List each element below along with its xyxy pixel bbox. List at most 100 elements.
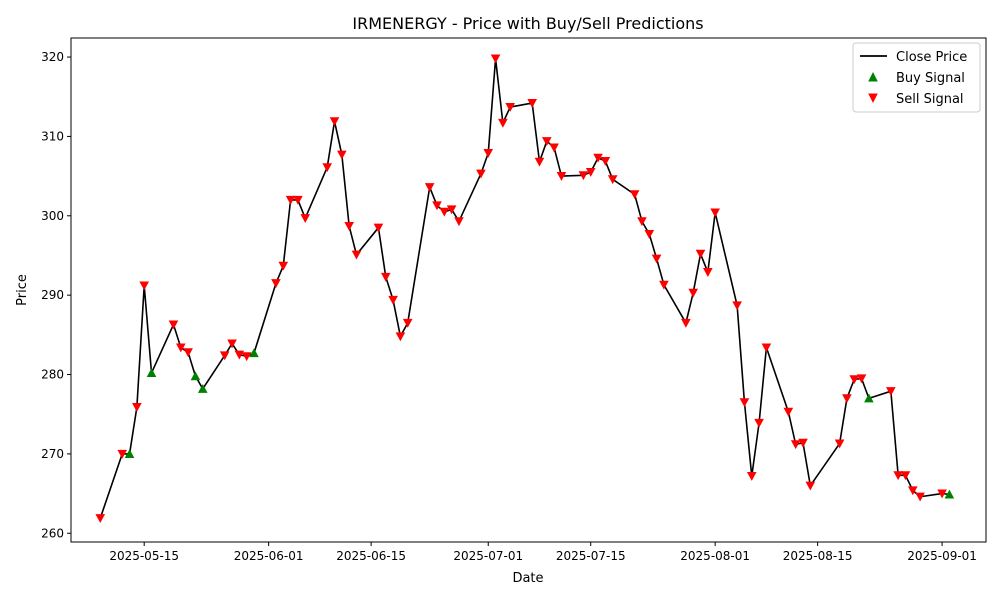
close-price-line — [99, 57, 950, 519]
sell-signal-marker — [695, 249, 706, 259]
sell-signal-marker — [498, 118, 508, 128]
sell-signal-marker — [856, 374, 867, 384]
sell-signal-marker — [790, 440, 801, 450]
sell-signal-marker — [322, 163, 332, 173]
sell-signal-marker — [710, 208, 720, 218]
sell-signal-marker — [476, 169, 486, 179]
sell-signal-marker — [183, 348, 193, 358]
legend-buy-signal-label: Buy Signal — [896, 71, 965, 86]
sell-signal-marker — [900, 471, 911, 481]
sell-signal-marker — [351, 250, 362, 260]
plot-area — [71, 38, 986, 542]
axes: 260 270 280 290 300 310 320 2025-05-15 2025-06-0… — [41, 37, 987, 563]
buy-signal-marker — [864, 393, 874, 403]
y-tick-label: 280 — [41, 368, 64, 382]
sell-signal-marker — [703, 268, 713, 277]
legend-sell-signal-label: Sell Signal — [896, 92, 964, 107]
x-tick-label: 2025-09-01 — [907, 549, 977, 563]
plot-background — [71, 38, 986, 542]
legend-sell-signal-swatch — [868, 93, 878, 103]
sell-signal-marker — [132, 402, 142, 412]
sell-signal-marker — [908, 486, 918, 496]
buy-signal-marker — [190, 371, 201, 381]
sell-signal-marker — [886, 387, 896, 396]
sell-signal-marker — [761, 343, 772, 353]
sell-signal-marker — [527, 99, 537, 108]
buy-signal-marker — [124, 449, 135, 458]
y-tick-label: 270 — [41, 447, 64, 461]
sell-signal-marker — [600, 156, 611, 166]
y-tick-label: 300 — [41, 209, 64, 223]
sell-signal-marker — [402, 318, 413, 328]
sell-signal-marker — [117, 449, 128, 459]
sell-signal-marker — [754, 418, 764, 428]
y-tick-label: 290 — [41, 288, 64, 302]
sell-signal-marker — [834, 439, 845, 449]
buy-signal-marker — [944, 489, 955, 499]
x-tick-label: 2025-06-01 — [234, 549, 304, 563]
sell-signal-marker — [278, 261, 289, 271]
sell-signal-marker — [505, 102, 515, 112]
x-axis-title: Date — [512, 571, 543, 586]
sell-signal-marker — [651, 254, 662, 264]
sell-signal-marker — [688, 288, 698, 298]
sell-signal-marker — [915, 492, 925, 502]
sell-signal-marker — [746, 472, 757, 481]
chart-title: IRMENERGY - Price with Buy/Sell Predicti… — [352, 14, 703, 33]
sell-signal-marker — [607, 175, 618, 185]
sell-signal-marker — [168, 320, 179, 330]
sell-signal-marker — [234, 350, 245, 360]
buy-signal-marker — [146, 368, 157, 378]
sell-signal-marker — [344, 222, 354, 231]
sell-signal-marker — [805, 481, 816, 491]
buy-signal-marker — [197, 384, 208, 393]
x-tick-label: 2025-05-15 — [109, 549, 179, 563]
sell-signal-marker — [893, 471, 903, 481]
legend-close-price-label: Close Price — [896, 50, 967, 65]
sell-signal-marker — [139, 281, 149, 291]
axes-frame — [70, 37, 987, 543]
legend: Close Price Buy Signal Sell Signal — [852, 42, 981, 113]
signal-marker-layer — [95, 54, 955, 523]
y-axis-title: Price — [15, 274, 30, 306]
sell-signal-marker — [439, 207, 450, 217]
x-tick-label: 2025-08-01 — [680, 549, 750, 563]
sell-signal-marker — [227, 339, 237, 349]
sell-signal-marker — [95, 514, 106, 523]
sell-signal-marker — [293, 195, 303, 205]
sell-signal-marker — [219, 351, 230, 361]
y-tick-label: 320 — [41, 50, 64, 64]
sell-signal-marker — [556, 172, 567, 181]
x-tick-label: 2025-06-15 — [336, 549, 406, 563]
x-tick-label: 2025-07-15 — [556, 549, 626, 563]
sell-signal-marker — [659, 280, 669, 290]
sell-signal-marker — [637, 217, 647, 227]
sell-signal-marker — [937, 489, 947, 499]
sell-signal-marker — [388, 295, 398, 305]
sell-signal-marker — [585, 168, 596, 177]
x-tick-label: 2025-08-15 — [783, 549, 853, 563]
sell-signal-marker — [329, 117, 340, 127]
sell-signal-marker — [454, 217, 464, 227]
sell-signal-marker — [373, 223, 384, 233]
buy-signal-marker — [249, 348, 259, 358]
sell-signal-marker — [395, 332, 406, 342]
close-price-line-layer — [99, 57, 950, 519]
sell-signal-marker — [176, 343, 186, 353]
sell-signal-marker — [681, 318, 691, 328]
sell-signal-marker — [285, 195, 296, 205]
x-tick-label: 2025-07-01 — [453, 549, 523, 563]
sell-signal-marker — [849, 375, 860, 385]
sell-signal-marker — [739, 398, 750, 408]
sell-signal-marker — [380, 272, 391, 282]
sell-signal-marker — [446, 205, 457, 215]
sell-signal-marker — [549, 143, 559, 153]
sell-signal-marker — [490, 54, 501, 64]
sell-signal-marker — [300, 214, 311, 223]
sell-signal-marker — [842, 394, 852, 404]
sell-signal-marker — [483, 149, 494, 158]
sell-signal-marker — [241, 352, 252, 362]
sell-signal-marker — [432, 201, 442, 211]
sell-signal-marker — [644, 229, 655, 239]
